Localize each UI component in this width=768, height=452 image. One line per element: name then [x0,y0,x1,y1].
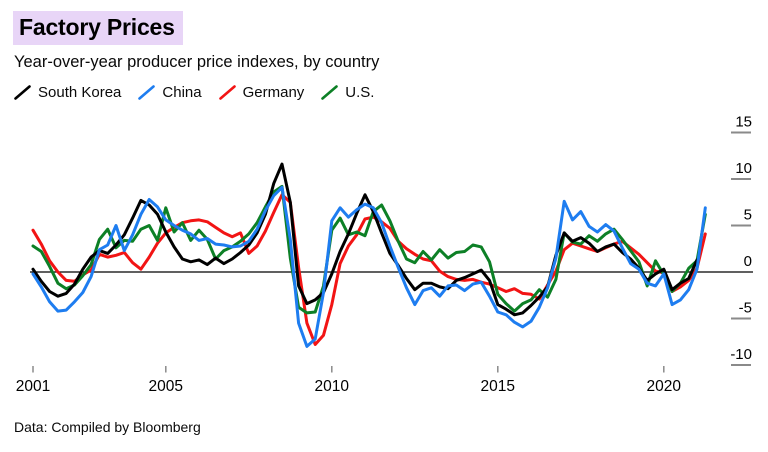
chart-header: Factory Prices [13,11,183,45]
legend-label: China [162,84,202,101]
page-title: Factory Prices [13,11,183,45]
line-swatch-icon [218,85,236,100]
legend-item-china: China [138,84,202,101]
chart-subtitle: Year-over-year producer price indexes, b… [14,53,380,71]
series-line-china [31,185,707,348]
x-axis-label: 2005 [149,378,183,395]
legend-label: Germany [242,84,305,101]
chart-legend: South Korea China Germany U.S. [14,84,374,101]
legend-label: South Korea [38,84,122,101]
legend-item-germany: Germany [218,84,305,101]
y-axis-label: -10 [730,346,752,363]
legend-item-south-korea: South Korea [14,84,121,101]
y-axis-label: 15 [735,114,752,131]
y-axis-label: 0 [744,253,752,270]
series-line-germany [31,193,707,346]
line-swatch-icon [138,85,156,100]
series-line-u-s- [31,184,707,315]
line-swatch-icon [14,85,31,100]
line-swatch-icon [321,85,339,100]
x-axis-label: 2015 [481,378,515,395]
series-line-south-korea [31,162,699,317]
source-note: Data: Compiled by Bloomberg [14,419,201,435]
legend-label: U.S. [345,84,375,101]
x-axis-label: 2001 [16,378,50,395]
x-axis-label: 2010 [315,378,350,395]
y-axis-label: 5 [744,207,752,224]
x-axis-label: 2020 [647,378,682,395]
y-axis-label: 10 [735,160,752,177]
y-axis-label: -5 [739,300,752,317]
legend-item-us: U.S. [321,84,374,101]
